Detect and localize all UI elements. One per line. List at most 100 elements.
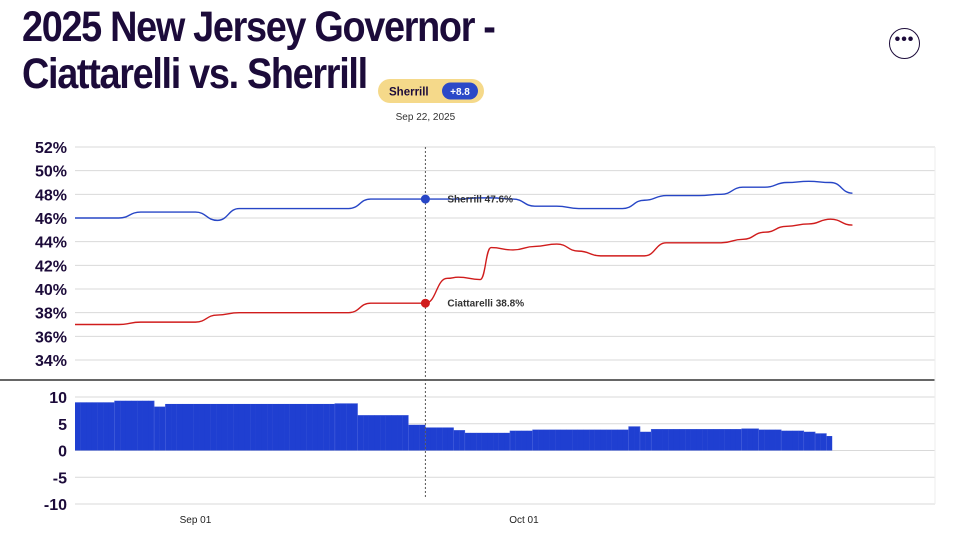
spread-bar [284, 403, 290, 451]
spread-bar [532, 429, 539, 451]
spread-bar [80, 402, 87, 451]
spread-bar [346, 403, 353, 451]
hover-date: Sep 22, 2025 [396, 112, 456, 123]
ciattarelli-hover-label: Ciattarelli 38.8% [447, 299, 524, 310]
spread-bar [758, 429, 765, 451]
spread-bar [385, 415, 392, 451]
spread-bar [690, 429, 697, 451]
spread-bar [97, 402, 104, 451]
sherrill-hover-point [420, 194, 430, 204]
spread-bar [430, 427, 437, 451]
spread-bar [447, 427, 454, 451]
spread-bar [114, 400, 121, 451]
leader-name: Sherrill [389, 87, 429, 99]
y-tick-label: 42% [35, 258, 67, 275]
spread-bar [419, 424, 426, 451]
spread-bar [476, 432, 482, 451]
spread-bar [656, 429, 663, 451]
spread-bar [351, 403, 358, 451]
spread-bar [329, 403, 336, 451]
spread-bar [278, 403, 285, 451]
spread-bar [668, 429, 675, 451]
spread-bar [696, 429, 703, 451]
spread-bar [730, 429, 737, 451]
spread-bar [493, 432, 499, 451]
spread-bar [238, 403, 245, 451]
spread-bar [594, 429, 601, 451]
spread-bar [673, 429, 680, 451]
spread-bar [719, 429, 725, 451]
spread-bar [363, 415, 369, 451]
spread-bar [628, 426, 635, 451]
y-tick-label: 44% [35, 235, 67, 252]
spread-bar [176, 403, 183, 451]
spread-bar [250, 403, 256, 451]
y-tick-label: 38% [35, 306, 67, 323]
spread-bar [600, 429, 607, 451]
y-tick-label: 48% [35, 187, 67, 204]
spread-bar [515, 430, 522, 451]
y-tick-label: 50% [35, 164, 67, 181]
spread-bar [521, 430, 528, 451]
y-tick-label: 34% [35, 353, 67, 370]
spread-bar [216, 403, 223, 451]
spread-bar [171, 403, 177, 451]
spread-bar [272, 403, 279, 451]
spread-bar [764, 429, 771, 451]
spread-bar [464, 432, 471, 451]
spread-bar [75, 402, 81, 451]
spread-bar [809, 431, 816, 451]
spread-bar [639, 431, 646, 451]
spread-bar [137, 400, 143, 451]
spread-bar [221, 403, 228, 451]
spread-pill [442, 82, 478, 100]
spread-bar [747, 428, 754, 451]
spread-bar [611, 429, 618, 451]
sherrill-line [75, 180, 853, 222]
spread-bar [125, 400, 132, 451]
spread-bar [233, 403, 240, 451]
spread-bar [154, 406, 160, 451]
sherrill-hover-label: Sherrill 47.6% [447, 195, 513, 206]
spread-bar [685, 429, 691, 451]
spread-bar [622, 429, 629, 451]
spread-bar [334, 403, 341, 451]
spread-bar [108, 402, 115, 451]
spread-bar [103, 402, 110, 451]
y-tick-label: 46% [35, 211, 67, 228]
y-tick-label: 52% [35, 140, 67, 157]
spread-bar [606, 429, 612, 451]
spread-bar [165, 403, 172, 451]
spread-bar [566, 429, 573, 451]
spread-bar [300, 403, 307, 451]
spread-bar [543, 429, 550, 451]
spread-bar [261, 403, 268, 451]
more-options-button[interactable]: ••• [889, 28, 920, 59]
spread-bar [289, 403, 296, 451]
spread-bar [577, 429, 584, 451]
spread-bar [504, 432, 511, 451]
spread-bar [312, 403, 319, 451]
spread-bar [752, 428, 759, 451]
spread-bar [775, 429, 782, 451]
spread-bar [679, 429, 686, 451]
spread-bar [227, 403, 234, 451]
spread-bar [792, 430, 799, 451]
spread-bar [583, 429, 590, 451]
spread-bar [741, 428, 748, 451]
spread-bar [820, 433, 827, 451]
spread-bar [182, 403, 189, 451]
spread-bar [481, 432, 488, 451]
spread-bar [267, 403, 273, 451]
spread-bar [509, 430, 516, 451]
spread-bar [402, 415, 409, 451]
y-tick-label: 40% [35, 282, 67, 299]
spread-bar [295, 403, 302, 451]
spread-bar [374, 415, 381, 451]
spread-bar [555, 429, 562, 451]
spread-bar [244, 403, 251, 451]
y-tick-label: 5 [58, 417, 67, 434]
spread-bar [781, 430, 788, 451]
spread-bar [526, 430, 533, 451]
